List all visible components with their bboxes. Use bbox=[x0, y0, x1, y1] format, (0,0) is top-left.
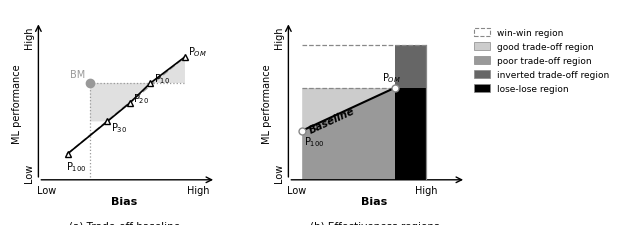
Y-axis label: ML performance: ML performance bbox=[12, 64, 22, 143]
Text: P$_{100}$: P$_{100}$ bbox=[66, 159, 86, 173]
Text: Baseline: Baseline bbox=[307, 106, 356, 135]
Polygon shape bbox=[302, 88, 396, 180]
Legend: win-win region, good trade-off region, poor trade-off region, inverted trade-off: win-win region, good trade-off region, p… bbox=[474, 28, 610, 94]
Polygon shape bbox=[396, 45, 426, 88]
Text: P$_{20}$: P$_{20}$ bbox=[133, 92, 150, 106]
Y-axis label: ML performance: ML performance bbox=[262, 64, 272, 143]
Text: P$_{30}$: P$_{30}$ bbox=[111, 121, 127, 135]
Polygon shape bbox=[302, 88, 396, 131]
Text: P$_{OM}$: P$_{OM}$ bbox=[382, 71, 401, 84]
X-axis label: Bias: Bias bbox=[362, 196, 388, 206]
Polygon shape bbox=[396, 88, 426, 180]
Polygon shape bbox=[302, 45, 396, 88]
Text: P$_{100}$: P$_{100}$ bbox=[304, 135, 324, 149]
Polygon shape bbox=[90, 58, 185, 122]
Text: P$_{10}$: P$_{10}$ bbox=[154, 72, 170, 86]
X-axis label: Bias: Bias bbox=[111, 196, 138, 206]
Text: BM: BM bbox=[70, 70, 85, 79]
Text: P$_{OM}$: P$_{OM}$ bbox=[188, 45, 207, 58]
Text: (b) Effectiveness regions: (b) Effectiveness regions bbox=[310, 221, 439, 225]
Text: (a) Trade-off baseline: (a) Trade-off baseline bbox=[69, 221, 180, 225]
